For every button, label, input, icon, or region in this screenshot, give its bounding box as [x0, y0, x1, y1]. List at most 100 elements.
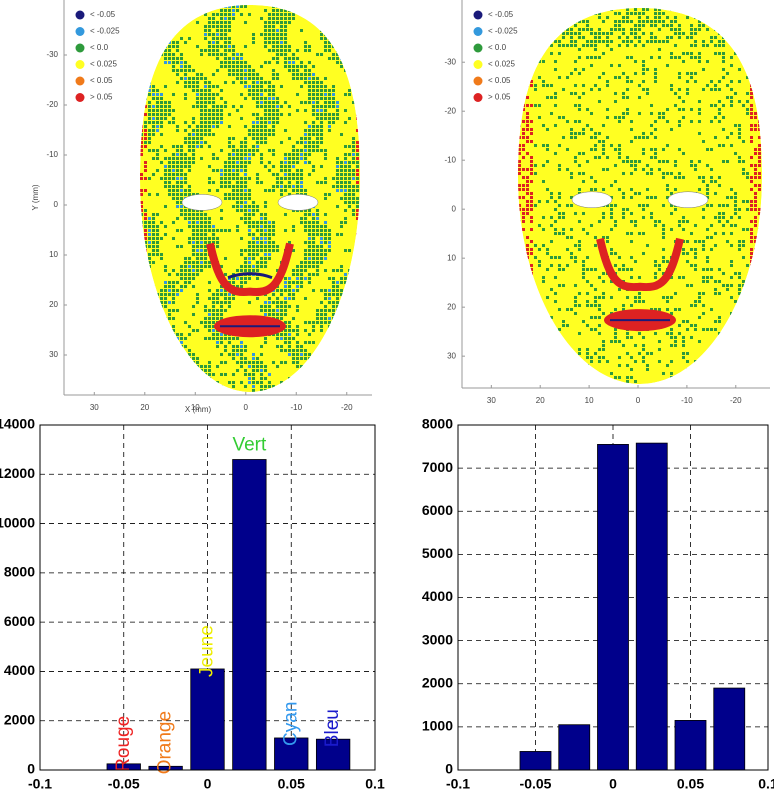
face-dot — [200, 257, 203, 260]
face-dot — [750, 284, 753, 287]
face-dot — [618, 24, 621, 27]
face-dot — [730, 376, 733, 379]
face-dot — [718, 88, 721, 91]
face-dot — [260, 217, 263, 220]
face-dot — [758, 28, 761, 31]
face-dot — [276, 73, 279, 76]
bar-label: Orange — [155, 711, 176, 774]
face-dot — [666, 172, 669, 175]
face-dot — [710, 36, 713, 39]
face-dot — [706, 204, 709, 207]
face-dot — [654, 40, 657, 43]
face-dot — [348, 197, 351, 200]
face-dot — [204, 213, 207, 216]
face-dot — [534, 308, 537, 311]
face-dot — [666, 120, 669, 123]
face-dot — [148, 85, 151, 88]
face-dot — [200, 121, 203, 124]
face-dot — [586, 108, 589, 111]
face-dot — [594, 268, 597, 271]
face-dot — [280, 381, 283, 384]
face-dot — [228, 381, 231, 384]
face-dot — [208, 49, 211, 52]
face-dot — [754, 124, 757, 127]
face-dot — [352, 289, 355, 292]
face-dot — [224, 165, 227, 168]
face-dot — [160, 305, 163, 308]
face-dot — [340, 45, 343, 48]
face-dot — [726, 72, 729, 75]
face-dot — [694, 268, 697, 271]
face-dot — [530, 160, 533, 163]
face-dot — [706, 328, 709, 331]
face-dot — [678, 96, 681, 99]
face-dot — [148, 101, 151, 104]
face-dot — [538, 248, 541, 251]
face-dot — [666, 16, 669, 19]
face-dot — [650, 156, 653, 159]
face-dot — [348, 9, 351, 12]
face-dot — [336, 17, 339, 20]
face-dot — [324, 369, 327, 372]
face-dot — [184, 337, 187, 340]
face-dot — [754, 320, 757, 323]
face-dot — [758, 324, 761, 327]
face-dot — [140, 373, 143, 376]
face-dot — [276, 309, 279, 312]
face-dot — [738, 336, 741, 339]
face-dot — [224, 193, 227, 196]
face-dot — [356, 365, 359, 368]
face-dot — [526, 328, 529, 331]
face-dot — [344, 21, 347, 24]
face-dot — [272, 93, 275, 96]
face-dot — [300, 285, 303, 288]
face-dot — [570, 132, 573, 135]
face-dot — [212, 33, 215, 36]
face-dot — [164, 101, 167, 104]
face-dot — [650, 308, 653, 311]
face-dot — [320, 225, 323, 228]
face-dot — [172, 45, 175, 48]
face-dot — [296, 69, 299, 72]
face-dot — [328, 381, 331, 384]
face-dot — [642, 44, 645, 47]
face-dot — [196, 209, 199, 212]
face-dot — [140, 133, 143, 136]
face-dot — [530, 84, 533, 87]
face-dot — [618, 340, 621, 343]
face-dot — [164, 321, 167, 324]
face-dot — [348, 169, 351, 172]
face-dot — [144, 25, 147, 28]
face-dot — [662, 224, 665, 227]
face-dot — [168, 285, 171, 288]
face-dot — [352, 177, 355, 180]
face-dot — [754, 356, 757, 359]
face-dot — [750, 188, 753, 191]
face-dot — [192, 141, 195, 144]
face-dot — [546, 24, 549, 27]
face-dot — [212, 325, 215, 328]
face-dot — [264, 233, 267, 236]
face-dot — [180, 181, 183, 184]
face-dot — [538, 372, 541, 375]
face-dot — [192, 237, 195, 240]
face-dot — [232, 45, 235, 48]
face-dot — [522, 296, 525, 299]
face-dot — [140, 29, 143, 32]
face-dot — [586, 44, 589, 47]
face-dot — [256, 97, 259, 100]
face-dot — [264, 241, 267, 244]
face-dot — [148, 301, 151, 304]
face-dot — [300, 357, 303, 360]
face-dot — [714, 116, 717, 119]
face-dot — [188, 221, 191, 224]
face-dot — [244, 213, 247, 216]
face-dot — [200, 53, 203, 56]
face-dot — [256, 297, 259, 300]
face-dot — [204, 121, 207, 124]
face-dot — [164, 305, 167, 308]
face-dot — [356, 209, 359, 212]
face-dot — [674, 20, 677, 23]
face-dot — [694, 360, 697, 363]
y-tick-label: -10 — [444, 155, 456, 164]
